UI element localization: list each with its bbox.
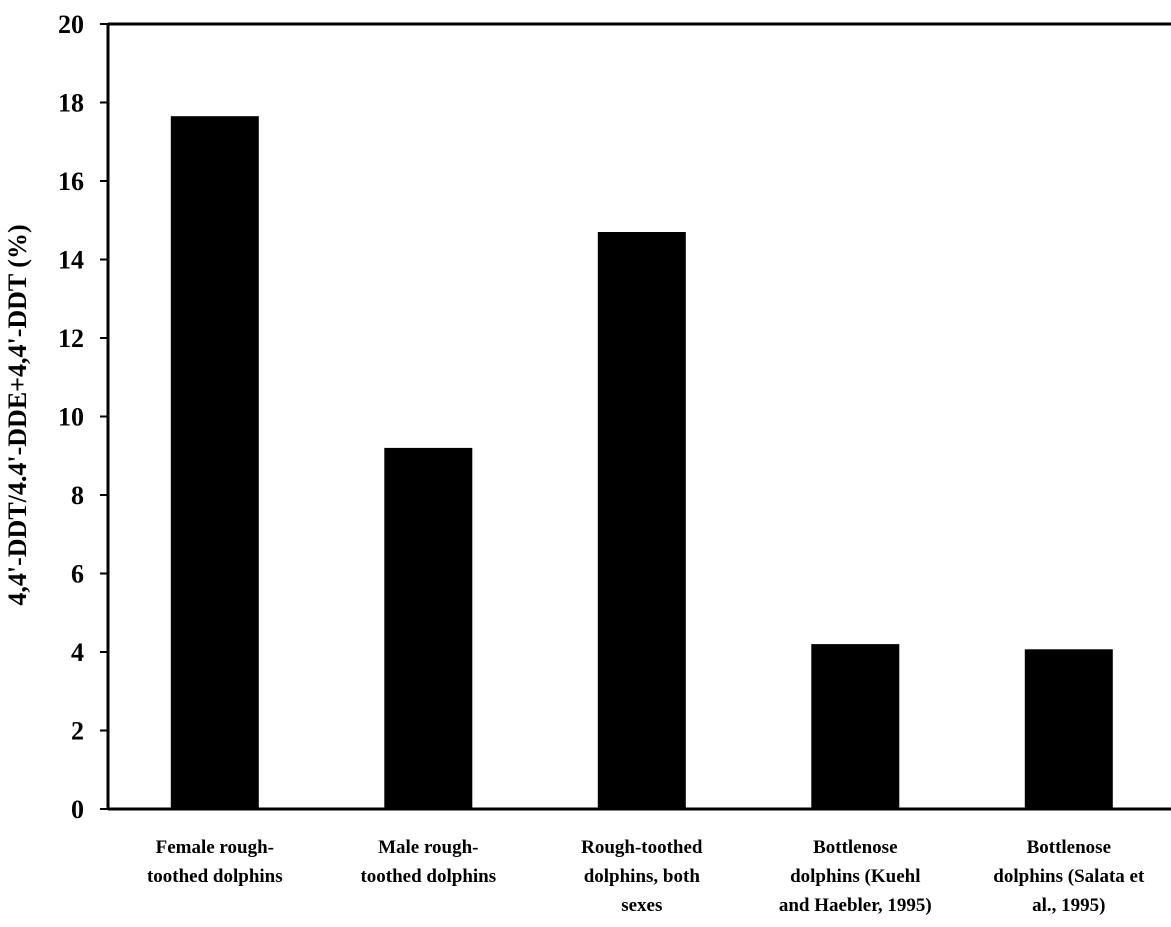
y-tick-label: 10	[58, 403, 84, 432]
x-category-label-line: dolphins (Salata et	[993, 866, 1145, 887]
bar-5	[1024, 649, 1113, 809]
x-category-label-4: Bottlenose dolphins (Kuehl and Haebler, 19…	[779, 837, 932, 916]
y-axis-title: 4,4'-DDT/4.4'-DDE+4,4'-DDT (%)	[3, 224, 32, 605]
y-tick-label: 6	[71, 560, 84, 589]
y-tick-label: 14	[58, 246, 84, 275]
bar-4	[811, 644, 900, 809]
y-tick-label: 0	[71, 795, 84, 824]
bar-1	[170, 116, 259, 809]
x-category-label-2: Male rough-toothed dolphins	[360, 837, 496, 887]
x-category-label-line: dolphins (Kuehl	[790, 866, 920, 887]
y-tick-label: 12	[58, 324, 84, 353]
x-category-label-line: toothed dolphins	[147, 866, 283, 887]
y-tick-label: 4	[71, 638, 84, 667]
bar-3	[597, 232, 686, 809]
y-tick-label: 8	[71, 481, 84, 510]
x-category-label-3: Rough-toothed dolphins, both sexes	[581, 837, 703, 916]
x-category-label-line: toothed dolphins	[360, 866, 496, 887]
bar-2	[384, 447, 473, 809]
y-tick-label: 20	[58, 10, 84, 39]
x-category-label-line: Bottlenose	[813, 837, 897, 858]
x-category-label-line: dolphins, both	[584, 866, 701, 887]
x-category-label-line: and Haebler, 1995)	[779, 895, 932, 916]
x-category-label-line: Male rough-	[378, 837, 478, 858]
x-category-label-line: Female rough-	[156, 837, 274, 858]
x-category-label-line: Bottlenose	[1027, 837, 1111, 858]
x-category-label-line: Rough-toothed	[581, 837, 703, 858]
x-category-label-line: sexes	[621, 895, 662, 916]
y-tick-label: 2	[71, 717, 84, 746]
y-tick-label: 18	[58, 89, 84, 118]
x-category-label-1: Female rough-toothed dolphins	[147, 837, 283, 887]
x-category-label-5: Bottlenose dolphins (Salata et al., 1995)	[993, 837, 1145, 916]
y-tick-label: 16	[58, 167, 84, 196]
x-category-label-line: al., 1995)	[1032, 895, 1105, 916]
plot-area: 0 2 4 6 8 10 12 14 16 18 20 Female rough-toothed do…	[58, 10, 1171, 916]
